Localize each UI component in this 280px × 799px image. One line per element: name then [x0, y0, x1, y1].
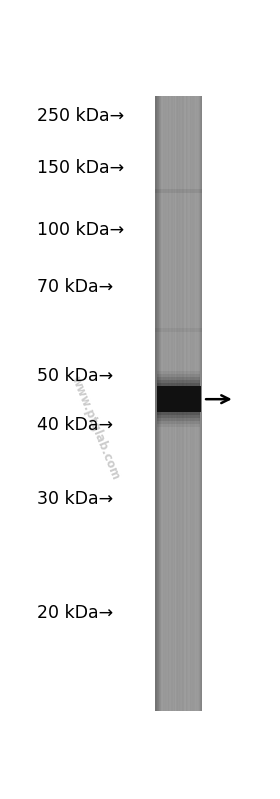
Bar [199, 96, 200, 711]
Bar [166, 96, 167, 711]
Bar [156, 96, 157, 711]
Bar [169, 96, 170, 711]
Bar [178, 96, 179, 711]
Bar [167, 96, 168, 711]
Text: 70 kDa→: 70 kDa→ [37, 277, 113, 296]
Bar [200, 96, 201, 711]
Bar [155, 189, 202, 193]
Bar [159, 96, 160, 711]
Bar [183, 96, 184, 711]
Bar [161, 96, 162, 711]
Bar [197, 96, 198, 711]
Bar [200, 96, 201, 711]
Bar [162, 96, 163, 711]
Bar [165, 96, 166, 711]
Bar [189, 96, 190, 711]
Bar [155, 96, 157, 711]
Bar [201, 96, 202, 711]
Bar [188, 96, 189, 711]
Bar [170, 96, 171, 711]
Bar [160, 96, 161, 711]
Bar [180, 96, 181, 711]
Bar [158, 96, 159, 711]
Bar [175, 96, 176, 711]
Bar [177, 96, 178, 711]
Bar [157, 380, 200, 418]
Text: www.ptglab.com: www.ptglab.com [69, 374, 123, 482]
Bar [157, 386, 200, 412]
Bar [193, 96, 194, 711]
Text: 20 kDa→: 20 kDa→ [37, 604, 113, 622]
Bar [191, 96, 192, 711]
Bar [187, 96, 188, 711]
Bar [157, 371, 200, 427]
Bar [158, 96, 159, 711]
Bar [176, 96, 177, 711]
Bar [173, 96, 174, 711]
Bar [157, 384, 200, 415]
Bar [155, 96, 156, 711]
Bar [196, 96, 197, 711]
Text: 30 kDa→: 30 kDa→ [37, 490, 113, 508]
Bar [172, 96, 173, 711]
Bar [182, 96, 183, 711]
Bar [168, 96, 169, 711]
Bar [198, 96, 199, 711]
Bar [194, 96, 195, 711]
Text: 250 kDa→: 250 kDa→ [37, 107, 124, 125]
Bar [179, 96, 180, 711]
Bar [199, 96, 200, 711]
Bar [184, 96, 185, 711]
Text: 40 kDa→: 40 kDa→ [37, 416, 113, 434]
Bar [160, 96, 161, 711]
Bar [190, 96, 191, 711]
Bar [157, 96, 158, 711]
Bar [174, 96, 175, 711]
Bar [192, 96, 193, 711]
Bar [185, 96, 186, 711]
Bar [164, 96, 165, 711]
Bar [181, 96, 182, 711]
Bar [171, 96, 172, 711]
Bar [157, 96, 158, 711]
Bar [157, 386, 201, 412]
Bar [163, 96, 164, 711]
Bar [195, 96, 196, 711]
Bar [157, 377, 200, 421]
Bar [201, 96, 202, 711]
Bar [159, 96, 160, 711]
Text: 150 kDa→: 150 kDa→ [37, 160, 124, 177]
Text: 100 kDa→: 100 kDa→ [37, 221, 124, 239]
Text: 50 kDa→: 50 kDa→ [37, 367, 113, 385]
Bar [155, 328, 202, 332]
Bar [157, 374, 200, 424]
Bar [186, 96, 187, 711]
